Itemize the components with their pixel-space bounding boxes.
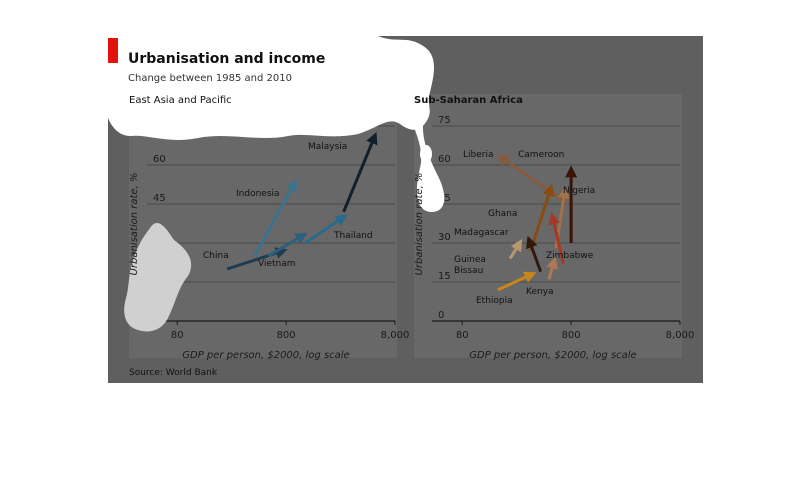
series-label: Malaysia <box>308 142 347 152</box>
series-arrow-malaysia <box>342 131 378 213</box>
splash-drip <box>404 56 445 212</box>
x-tick-label: 80 <box>456 330 469 341</box>
x-tick-label: 8,000 <box>666 330 695 341</box>
series-arrow-kenya <box>546 256 558 280</box>
chart-subtitle: Change between 1985 and 2010 <box>128 73 292 84</box>
y-tick-label: 45 <box>153 193 166 204</box>
series-sub-saharan: Liberia Cameroon Nigeria Ghana Madagascar Zim… <box>454 150 595 306</box>
series-label: Liberia <box>463 150 493 160</box>
x-tick-label: 8,000 <box>381 330 410 341</box>
brand-red-tab <box>108 38 118 63</box>
splash-blob-small <box>420 145 432 163</box>
y-axis-label-east-asia: Urbanisation rate, % <box>129 173 140 276</box>
y-tick-label: 15 <box>438 271 451 282</box>
series-label: Thailand <box>333 231 373 241</box>
series-label: Cameroon <box>518 150 564 160</box>
chart-title: Urbanisation and income <box>128 51 325 67</box>
y-axis-label-sub-saharan: Urbanisation rate, % <box>414 173 425 276</box>
x-axis-label-sub-saharan: GDP per person, $2000, log scale <box>469 350 636 361</box>
panel-title-east-asia: East Asia and Pacific <box>129 95 232 106</box>
y-tick-label: 60 <box>438 154 451 165</box>
series-label: Guinea <box>454 255 486 265</box>
series-label: Vietnam <box>258 259 296 269</box>
plot-background-sub-saharan <box>414 94 682 358</box>
series-arrow-liberia <box>496 154 569 206</box>
series-east-asia: China Indonesia Vietnam Thailand Malaysia <box>203 131 378 271</box>
series-arrow-indonesia <box>253 178 298 257</box>
series-label: Kenya <box>526 287 554 297</box>
series-label: China <box>203 251 229 261</box>
series-arrow-zimbabwe <box>548 212 565 265</box>
series-label: Ghana <box>488 209 517 219</box>
panel-title-sub-saharan: Sub-Saharan Africa <box>414 95 523 106</box>
series-arrow-guinea-bissau <box>508 238 523 260</box>
series-arrow-ethiopia <box>497 271 537 292</box>
x-tick-label: 80 <box>171 330 184 341</box>
series-arrow-madagascar <box>526 235 543 273</box>
y-tick-label: 30 <box>438 232 451 243</box>
series-arrow-thailand <box>304 214 348 245</box>
y-tick-label: 45 <box>438 193 451 204</box>
series-label: Madagascar <box>454 228 509 238</box>
y-tick-label: 0 <box>438 310 444 321</box>
splash-blob-top <box>108 36 434 140</box>
x-tick-label: 800 <box>277 330 296 341</box>
x-axis-label-east-asia: GDP per person, $2000, log scale <box>182 350 349 361</box>
series-arrow-vietnam <box>267 232 308 258</box>
series-label: Bissau <box>454 266 483 276</box>
series-label: Indonesia <box>236 189 280 199</box>
y-tick-label: 60 <box>153 154 166 165</box>
splash-blob-left <box>124 223 192 332</box>
source-note: Source: World Bank <box>129 368 218 378</box>
series-label: Zimbabwe <box>546 251 594 261</box>
x-tick-label: 800 <box>562 330 581 341</box>
series-label: Nigeria <box>563 186 595 196</box>
y-tick-label: 75 <box>438 115 451 126</box>
series-label: Ethiopia <box>476 296 513 306</box>
